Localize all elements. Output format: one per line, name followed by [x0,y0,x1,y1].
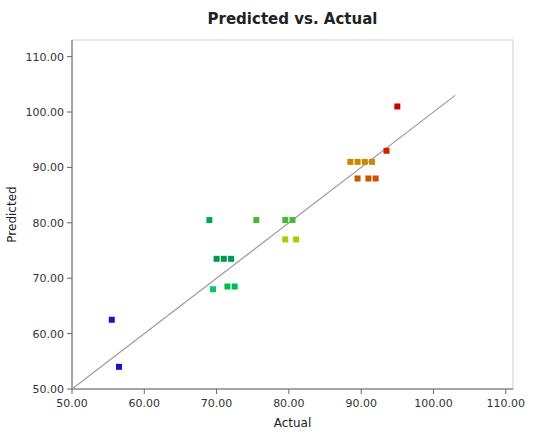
point [221,256,227,262]
y-tick-label: 100.00 [26,106,65,119]
x-tick [433,389,434,394]
point [224,284,230,290]
point [232,284,238,290]
y-tick [67,112,72,113]
y-tick-label: 90.00 [33,161,65,174]
reference-line [72,95,455,389]
y-tick-label: 60.00 [33,328,65,341]
point [365,175,371,181]
y-tick-label: 80.00 [33,217,65,230]
x-tick-label: 50.00 [56,397,88,410]
y-tick [67,333,72,334]
point [347,159,353,165]
y-tick [67,222,72,223]
x-tick [144,389,145,394]
point [282,217,288,223]
x-axis [72,389,513,390]
point [214,256,220,262]
point [206,217,212,223]
plot-frame [72,40,513,389]
x-tick [216,389,217,394]
x-tick [361,389,362,394]
chart: 50.00 60.00 70.00 80.00 90.00 100.00 110.00 50.… [0,0,537,441]
y-tick [67,389,72,390]
y-axis [72,40,73,389]
x-tick-label: 80.00 [273,397,305,410]
point [282,236,288,242]
point [355,159,361,165]
y-axis-label: Predicted [5,186,19,242]
point [394,103,400,109]
x-tick [72,389,73,394]
x-tick-label: 70.00 [201,397,233,410]
point [116,364,122,370]
point [253,217,259,223]
plot-area [72,95,455,389]
x-tick-label: 110.00 [487,397,526,410]
x-tick-label: 60.00 [129,397,161,410]
y-tick-label: 50.00 [33,383,65,396]
x-tick-label: 90.00 [345,397,377,410]
point [109,317,115,323]
y-tick-label: 110.00 [26,51,65,64]
x-tick [505,389,506,394]
y-tick [67,278,72,279]
point [362,159,368,165]
point [228,256,234,262]
y-tick-label: 70.00 [33,272,65,285]
point [373,175,379,181]
point [293,236,299,242]
x-tick-label: 100.00 [414,397,453,410]
point [383,148,389,154]
y-tick [67,56,72,57]
point [210,286,216,292]
point [369,159,375,165]
x-axis-label: Actual [274,416,312,430]
point [290,217,296,223]
x-tick [288,389,289,394]
point [355,175,361,181]
y-tick [67,167,72,168]
title: Predicted vs. Actual [208,10,378,28]
